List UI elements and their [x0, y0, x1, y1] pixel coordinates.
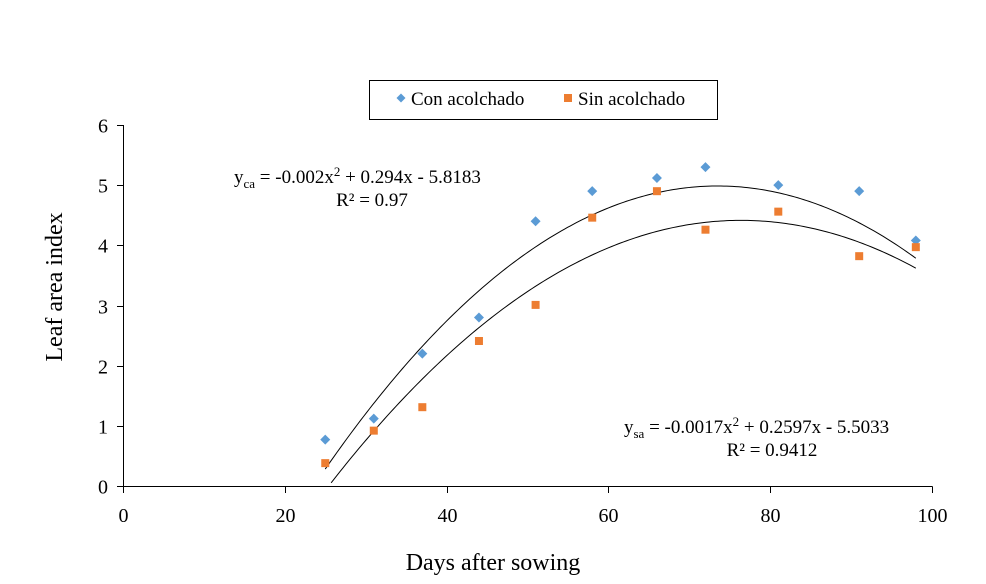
- eq-sa-lead: y: [624, 417, 634, 438]
- y-tick-label: 3: [98, 297, 108, 319]
- equation-sin-acolchado: ysa = -0.0017x2 + 0.2597x - 5.5033 R² = …: [624, 414, 889, 461]
- eq-sa-before-sup: = -0.0017x: [644, 417, 733, 438]
- eq-ca-sub: ca: [244, 176, 256, 191]
- point-con-acolchado: [910, 235, 921, 246]
- x-tick-label: 20: [276, 505, 296, 527]
- y-axis-title: Leaf area index: [42, 212, 68, 361]
- point-sin-acolchado: [369, 426, 378, 435]
- point-sin-acolchado: [701, 225, 710, 234]
- point-con-acolchado: [651, 172, 662, 183]
- point-sin-acolchado: [474, 336, 483, 345]
- point-sin-acolchado: [531, 300, 540, 309]
- point-con-acolchado: [700, 162, 711, 173]
- point-sin-acolchado: [588, 213, 597, 222]
- point-con-acolchado: [320, 434, 331, 445]
- x-tick-label: 100: [918, 505, 948, 527]
- x-tick-label: 80: [761, 505, 781, 527]
- legend-diamond-icon: [396, 93, 406, 103]
- point-con-acolchado: [368, 413, 379, 424]
- y-tick-label: 4: [98, 236, 108, 258]
- point-sin-acolchado: [911, 243, 920, 252]
- eq-ca-sup: 2: [334, 164, 341, 179]
- y-tick-label: 6: [98, 116, 108, 138]
- point-con-acolchado: [530, 216, 541, 227]
- y-tick-label: 0: [98, 477, 108, 499]
- point-sin-acolchado: [774, 207, 783, 216]
- markers: [320, 162, 921, 468]
- point-con-acolchado: [854, 186, 865, 197]
- point-sin-acolchado: [321, 459, 330, 468]
- eq-sa-sub: sa: [634, 426, 645, 441]
- point-con-acolchado: [473, 312, 484, 323]
- equation-con-acolchado: yca = -0.002x2 + 0.294x - 5.8183 R² = 0.…: [234, 164, 481, 211]
- svg-text:yca = -0.002x2 + 0.294x - 5.81: yca = -0.002x2 + 0.294x - 5.8183: [234, 164, 481, 191]
- x-axis-title: Days after sowing: [406, 550, 581, 576]
- point-con-acolchado: [587, 186, 598, 197]
- y-tick-label: 5: [98, 176, 108, 198]
- eq-ca-before-sup: = -0.002x: [255, 167, 334, 188]
- x-tick-label: 0: [119, 505, 129, 527]
- trendlines: [324, 185, 917, 484]
- eq-ca-lead: y: [234, 167, 244, 188]
- eq-ca-after-sup: + 0.294x - 5.8183: [340, 167, 481, 188]
- point-con-acolchado: [417, 348, 428, 359]
- legend-label-con-acolchado: Con acolchado: [411, 89, 524, 110]
- legend-box: [369, 80, 718, 120]
- point-con-acolchado: [773, 180, 784, 191]
- point-sin-acolchado: [652, 187, 661, 196]
- y-tick-label: 2: [98, 357, 108, 379]
- legend: Con acolchado Sin acolchado: [369, 80, 718, 120]
- eq-sa-sup: 2: [733, 414, 740, 429]
- point-sin-acolchado: [855, 252, 864, 261]
- eq-sa-after-sup: + 0.2597x - 5.5033: [739, 417, 889, 438]
- legend-label-sin-acolchado: Sin acolchado: [578, 89, 685, 110]
- trendline-con-acolchado: [324, 185, 917, 470]
- x-tick-label: 40: [438, 505, 458, 527]
- x-tick-label: 60: [599, 505, 619, 527]
- point-sin-acolchado: [418, 403, 427, 412]
- r2-sin-acolchado: R² = 0.9412: [727, 440, 818, 461]
- trendline-sin-acolchado: [330, 219, 917, 484]
- r2-con-acolchado: R² = 0.97: [336, 190, 408, 211]
- legend-square-icon: [564, 94, 572, 102]
- y-tick-label: 1: [98, 417, 108, 439]
- svg-text:ysa = -0.0017x2 + 0.2597x - 5.: ysa = -0.0017x2 + 0.2597x - 5.5033: [624, 414, 889, 441]
